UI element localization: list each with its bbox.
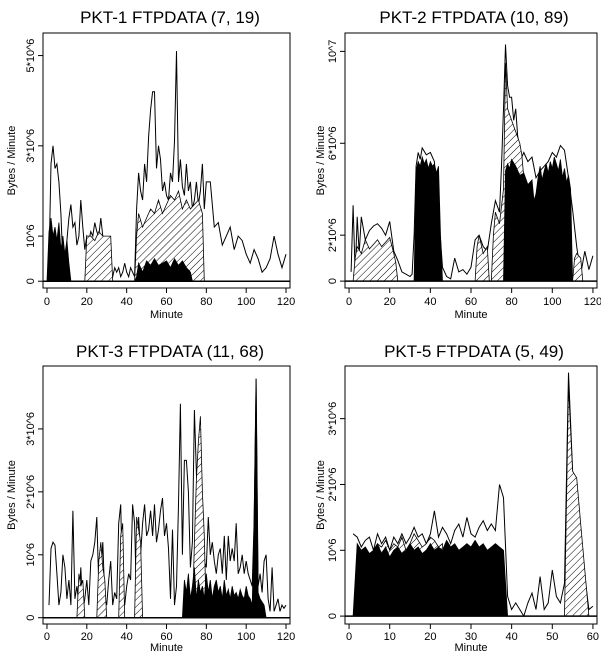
y-tick-label: 2*10^6 xyxy=(25,475,37,509)
y-tick-label: 2*10^6 xyxy=(327,468,339,502)
series-filled-area xyxy=(413,155,574,282)
chart-title: PKT-5 FTPDATA (5, 49) xyxy=(384,342,564,361)
x-tick-label: 100 xyxy=(237,631,255,643)
x-tick-label: 60 xyxy=(160,296,172,308)
chart-title: PKT-1 FTPDATA (7, 19) xyxy=(80,8,260,27)
x-axis-label: Minute xyxy=(150,309,183,321)
x-axis-label: Minute xyxy=(454,642,487,654)
x-tick-label: 0 xyxy=(44,631,50,643)
y-tick-label: 0 xyxy=(25,615,37,621)
x-tick-label: 60 xyxy=(465,296,477,308)
x-tick-label: 40 xyxy=(506,631,518,643)
y-tick-label: 3*10^6 xyxy=(327,402,339,436)
series-line xyxy=(352,372,594,618)
y-axis-label: Bytes / Minute xyxy=(6,460,18,530)
y-tick-label: 10^6 xyxy=(25,543,37,567)
x-tick-label: 100 xyxy=(543,296,561,308)
x-tick-label: 40 xyxy=(121,631,133,643)
y-tick-label: 6*10^6 xyxy=(327,126,339,160)
series-line xyxy=(350,44,594,280)
x-tick-label: 40 xyxy=(424,296,436,308)
x-tick-label: 0 xyxy=(346,296,352,308)
chart-title: PKT-3 FTPDATA (11, 68) xyxy=(76,342,264,361)
y-axis-label: Bytes / Minute xyxy=(6,126,18,196)
x-tick-label: 0 xyxy=(346,631,352,643)
y-tick-label: 2*10^6 xyxy=(327,218,339,252)
x-tick-label: 60 xyxy=(160,631,172,643)
y-tick-label: 3*10^6 xyxy=(25,412,37,446)
x-tick-label: 20 xyxy=(424,631,436,643)
panel-pkt-5: 0 10 20 30 40 50 60 0 10^6 2*10^6 3*10^6 PKT-5 FTPD… xyxy=(315,342,599,654)
chart-title: PKT-2 FTPDATA (10, 89) xyxy=(379,8,568,27)
x-tick-label: 50 xyxy=(546,631,558,643)
x-tick-label: 20 xyxy=(81,631,93,643)
x-tick-label: 20 xyxy=(81,296,93,308)
series-line xyxy=(48,378,287,612)
y-tick-label: 10^6 xyxy=(25,224,37,248)
y-tick-label: 3*10^6 xyxy=(25,129,37,163)
x-tick-label: 10 xyxy=(384,631,396,643)
y-tick-label: 0 xyxy=(25,278,37,284)
y-axis-label: Bytes / Minute xyxy=(315,126,327,196)
x-tick-label: 100 xyxy=(237,296,255,308)
panel-pkt-1: 0 20 40 60 80 100 120 0 10^6 3*10^6 5*10^6 PKT-1 FT… xyxy=(6,8,295,321)
y-tick-label: 0 xyxy=(327,278,339,284)
x-axis-label: Minute xyxy=(150,642,183,654)
x-axis-label: Minute xyxy=(454,309,487,321)
series-filled-area xyxy=(181,378,267,619)
x-tick-label: 60 xyxy=(587,631,599,643)
x-tick-label: 120 xyxy=(277,631,295,643)
x-tick-label: 20 xyxy=(384,296,396,308)
y-tick-label: 10^7 xyxy=(327,40,339,64)
series-filled-area xyxy=(352,539,509,617)
x-tick-label: 0 xyxy=(44,296,50,308)
x-tick-label: 80 xyxy=(200,631,212,643)
x-tick-label: 80 xyxy=(506,296,518,308)
y-tick-label: 0 xyxy=(327,613,339,619)
y-tick-label: 5*10^6 xyxy=(25,39,37,73)
x-tick-label: 80 xyxy=(200,296,212,308)
x-tick-label: 30 xyxy=(465,631,477,643)
series-filled-area xyxy=(46,217,193,282)
y-tick-label: 10^6 xyxy=(327,539,339,563)
x-tick-label: 120 xyxy=(584,296,601,308)
y-axis-label: Bytes / Minute xyxy=(315,460,327,530)
panel-pkt-2: 0 20 40 60 80 100 120 0 2*10^6 6*10^6 10^7 PKT-2 FT… xyxy=(315,8,601,321)
panel-pkt-3: 0 20 40 60 80 100 120 0 10^6 2*10^6 3*10^6 PKT-3 FT… xyxy=(6,342,295,654)
x-tick-label: 40 xyxy=(121,296,133,308)
x-tick-label: 120 xyxy=(277,296,295,308)
series-line xyxy=(48,51,287,279)
